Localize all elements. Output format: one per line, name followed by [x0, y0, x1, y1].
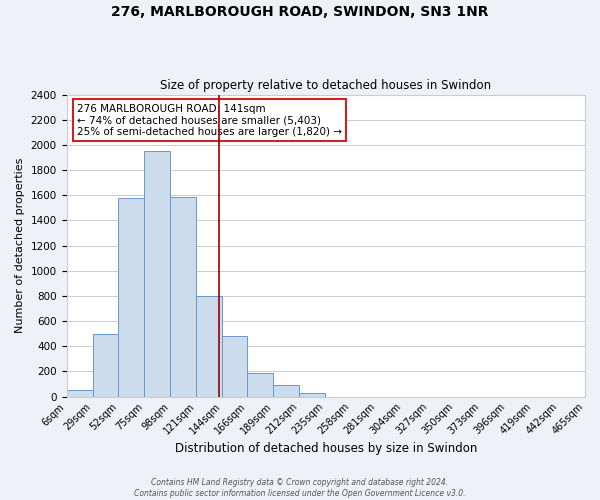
Text: Contains HM Land Registry data © Crown copyright and database right 2024.
Contai: Contains HM Land Registry data © Crown c…: [134, 478, 466, 498]
Y-axis label: Number of detached properties: Number of detached properties: [15, 158, 25, 334]
Bar: [92, 334, 118, 396]
Bar: [223, 336, 247, 396]
Text: 276, MARLBOROUGH ROAD, SWINDON, SN3 1NR: 276, MARLBOROUGH ROAD, SWINDON, SN3 1NR: [111, 5, 489, 19]
X-axis label: Distribution of detached houses by size in Swindon: Distribution of detached houses by size …: [175, 442, 477, 455]
Bar: [145, 151, 170, 396]
Bar: [247, 373, 273, 396]
Bar: [273, 386, 299, 396]
Bar: [196, 296, 223, 396]
Bar: [118, 198, 145, 396]
Text: 276 MARLBOROUGH ROAD: 141sqm
← 74% of detached houses are smaller (5,403)
25% of: 276 MARLBOROUGH ROAD: 141sqm ← 74% of de…: [77, 104, 342, 137]
Bar: [67, 390, 92, 396]
Title: Size of property relative to detached houses in Swindon: Size of property relative to detached ho…: [160, 79, 491, 92]
Bar: [299, 393, 325, 396]
Bar: [170, 196, 196, 396]
